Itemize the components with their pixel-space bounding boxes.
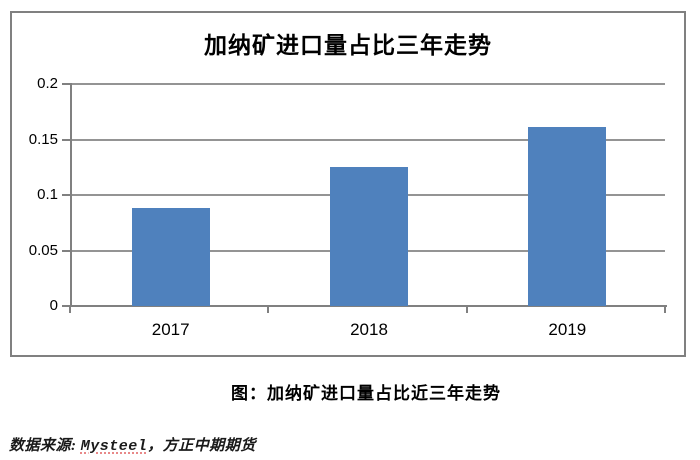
x-axis-tick (664, 307, 666, 313)
data-source-prefix: 数据来源: (9, 438, 81, 454)
bar-2017 (131, 208, 210, 306)
x-axis-tick (465, 307, 468, 313)
y-axis-tick (62, 305, 70, 307)
gridline (70, 83, 665, 85)
y-axis-tick (62, 138, 70, 141)
x-tick-label: 2019 (548, 320, 587, 339)
data-source-line: 数据来源: Mysteel，方正中期期货 (9, 434, 256, 455)
x-axis-line (70, 305, 667, 307)
figure-caption: 图：加纳矿进口量占比近三年走势 (231, 384, 501, 403)
y-tick-label: 0.05 (28, 241, 58, 259)
gridline (70, 138, 665, 141)
bar-2018 (330, 167, 408, 306)
y-tick-label: 0 (49, 297, 58, 314)
x-tick-label: 2017 (151, 320, 190, 339)
vendor-name: Mysteel (80, 438, 148, 455)
y-tick-label: 0.15 (28, 130, 58, 148)
x-axis-tick (69, 307, 71, 313)
y-tick-label: 0.1 (37, 186, 58, 203)
y-axis-line (70, 83, 72, 307)
x-axis-tick (267, 307, 270, 313)
y-tick-label: 0.2 (37, 75, 58, 92)
data-source-suffix: ，方正中期期货 (147, 438, 256, 454)
y-axis-tick (62, 194, 70, 196)
chart-title: 加纳矿进口量占比三年走势 (204, 33, 492, 58)
bar-2019 (528, 127, 607, 306)
y-axis-tick (62, 83, 70, 85)
x-tick-label: 2018 (350, 320, 388, 339)
y-axis-tick (62, 249, 70, 252)
